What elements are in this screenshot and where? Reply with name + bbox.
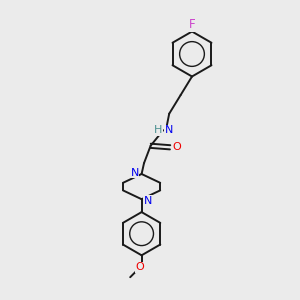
Text: F: F — [189, 18, 195, 32]
Text: N: N — [164, 125, 173, 135]
Text: O: O — [172, 142, 181, 152]
Text: N: N — [144, 196, 152, 206]
Text: O: O — [136, 262, 145, 272]
Text: N: N — [130, 167, 139, 178]
Text: H: H — [154, 125, 162, 135]
